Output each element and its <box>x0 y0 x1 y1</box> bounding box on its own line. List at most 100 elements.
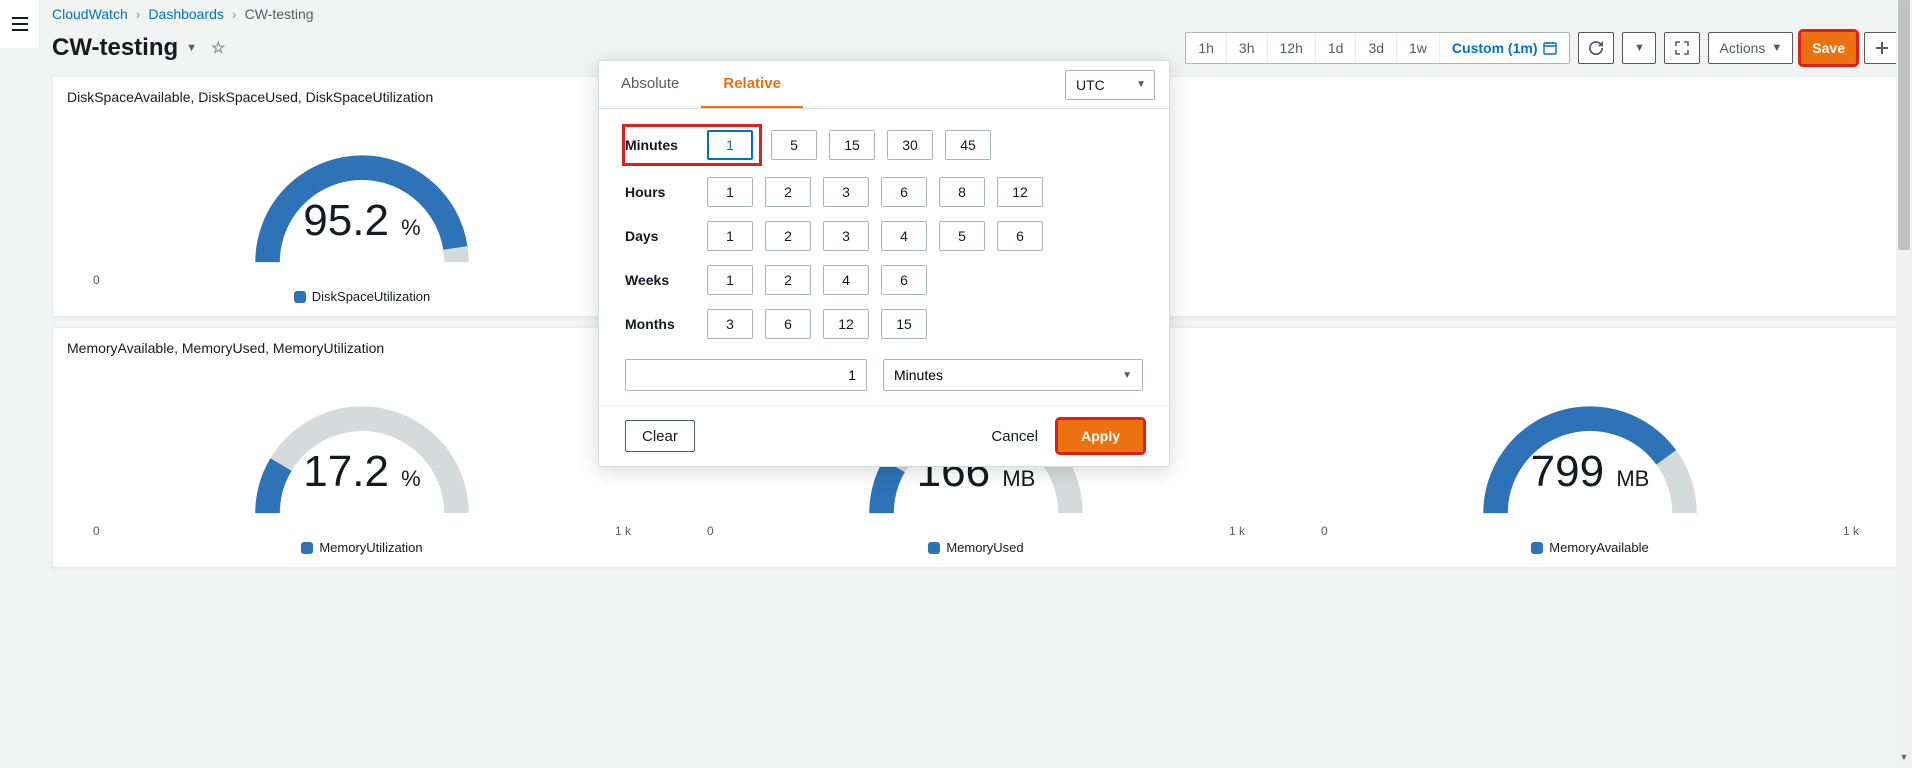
toolbar: 1h3h12h1d3d1wCustom (1m) ▼ Actions ▼ Sav… <box>1185 32 1900 64</box>
preset-hours-8[interactable]: 8 <box>939 177 985 207</box>
time-custom-button[interactable]: Custom (1m) <box>1440 33 1570 63</box>
time-row-days: Days 123456 <box>625 221 1143 251</box>
popup-body: Minutes15153045Hours1236812Days123456Wee… <box>599 109 1169 405</box>
time-row-minutes: Minutes 15 15 30 45 <box>625 127 1143 163</box>
refresh-options-button[interactable]: ▼ <box>1622 32 1656 64</box>
clear-button[interactable]: Clear <box>625 420 695 452</box>
row-label: Months <box>625 316 695 332</box>
gauge-value: 95.2 % <box>67 196 657 246</box>
dashboard-title-text: CW-testing <box>52 34 178 62</box>
time-range-popup: Absolute Relative UTC ▼ Minutes15153045H… <box>598 60 1170 467</box>
gauge-max: 1 k <box>1843 524 1859 538</box>
plus-icon <box>1875 41 1889 55</box>
dashboard-title: CW-testing ▼ ☆ <box>52 34 225 62</box>
time-preset-12h[interactable]: 12h <box>1268 33 1316 63</box>
gauge-legend: MemoryUsed <box>928 540 1023 555</box>
refresh-icon <box>1589 41 1603 55</box>
menu-toggle[interactable] <box>0 0 40 48</box>
actions-button[interactable]: Actions ▼ <box>1708 32 1793 64</box>
preset-minutes-5[interactable]: 5 <box>771 130 817 160</box>
gauge-legend: MemoryAvailable <box>1531 540 1648 555</box>
gauge-value: 799 MB <box>1295 447 1885 497</box>
time-row-months: Months 36 12 15 <box>625 309 1143 339</box>
scrollbar[interactable]: ▲ ▼ <box>1896 0 1912 768</box>
time-preset-3d[interactable]: 3d <box>1356 33 1397 63</box>
gauge: 17.2 %01 kMemoryUtilization <box>67 362 657 555</box>
row-label: Weeks <box>625 272 695 288</box>
save-button[interactable]: Save <box>1801 32 1856 64</box>
gauge-min: 0 <box>93 273 100 287</box>
preset-days-4[interactable]: 4 <box>881 221 927 251</box>
preset-days-2[interactable]: 2 <box>765 221 811 251</box>
preset-weeks-4[interactable]: 4 <box>823 265 869 295</box>
actions-label: Actions <box>1719 40 1765 56</box>
preset-hours-2[interactable]: 2 <box>765 177 811 207</box>
refresh-button[interactable] <box>1578 32 1614 64</box>
apply-button[interactable]: Apply <box>1058 420 1143 452</box>
highlight-minutes-1: Minutes 1 <box>625 127 759 163</box>
unit-select[interactable]: Minutes ▼ <box>883 359 1143 391</box>
chevron-right-icon: › <box>136 6 141 22</box>
row-label: Hours <box>625 184 695 200</box>
popup-tabs: Absolute Relative UTC ▼ <box>599 61 1169 109</box>
preset-days-3[interactable]: 3 <box>823 221 869 251</box>
tab-relative[interactable]: Relative <box>701 61 803 108</box>
gauge-legend: DiskSpaceUtilization <box>294 289 431 304</box>
tab-absolute[interactable]: Absolute <box>599 61 701 108</box>
row-label: Minutes <box>625 137 695 153</box>
preset-minutes-1[interactable]: 1 <box>707 130 753 160</box>
expand-icon <box>1675 41 1689 55</box>
breadcrumb: CloudWatch › Dashboards › CW-testing <box>40 0 1912 32</box>
preset-months-3[interactable]: 3 <box>707 309 753 339</box>
breadcrumb-current: CW-testing <box>245 6 314 22</box>
add-widget-button[interactable] <box>1864 32 1900 64</box>
time-range-group: 1h3h12h1d3d1wCustom (1m) <box>1185 32 1570 64</box>
caret-down-icon: ▼ <box>1634 42 1645 54</box>
star-icon[interactable]: ☆ <box>211 38 225 58</box>
preset-hours-6[interactable]: 6 <box>881 177 927 207</box>
time-preset-1w[interactable]: 1w <box>1397 33 1440 63</box>
preset-days-5[interactable]: 5 <box>939 221 985 251</box>
gauge-max: 1 k <box>615 524 631 538</box>
time-preset-3h[interactable]: 3h <box>1227 33 1268 63</box>
time-row-hours: Hours1236812 <box>625 177 1143 207</box>
caret-down-icon: ▼ <box>1136 79 1146 90</box>
custom-input-row: Minutes ▼ <box>625 353 1143 391</box>
gauge-max: 1 k <box>1229 524 1245 538</box>
preset-months-12[interactable]: 12 <box>823 309 869 339</box>
time-preset-1h[interactable]: 1h <box>1186 33 1227 63</box>
preset-months-6[interactable]: 6 <box>765 309 811 339</box>
preset-hours-1[interactable]: 1 <box>707 177 753 207</box>
preset-months-15[interactable]: 15 <box>881 309 927 339</box>
gauge-legend: MemoryUtilization <box>301 540 422 555</box>
preset-weeks-1[interactable]: 1 <box>707 265 753 295</box>
preset-weeks-2[interactable]: 2 <box>765 265 811 295</box>
preset-minutes-45[interactable]: 45 <box>945 130 991 160</box>
preset-weeks-6[interactable]: 6 <box>881 265 927 295</box>
preset-days-1[interactable]: 1 <box>707 221 753 251</box>
unit-value: Minutes <box>894 367 943 383</box>
breadcrumb-dashboards[interactable]: Dashboards <box>148 6 224 22</box>
preset-minutes-30[interactable]: 30 <box>887 130 933 160</box>
gauge-min: 0 <box>93 524 100 538</box>
amount-input[interactable] <box>625 359 867 391</box>
timezone-value: UTC <box>1076 77 1105 93</box>
fullscreen-button[interactable] <box>1664 32 1700 64</box>
row-label: Days <box>625 228 695 244</box>
chevron-right-icon: › <box>232 6 237 22</box>
caret-down-icon: ▼ <box>1122 370 1132 381</box>
gauge: 799 MB 0 1 k MemoryAvailable <box>1295 362 1885 555</box>
preset-hours-3[interactable]: 3 <box>823 177 869 207</box>
breadcrumb-cloudwatch[interactable]: CloudWatch <box>52 6 128 22</box>
popup-footer: Clear Cancel Apply <box>599 405 1169 466</box>
caret-down-icon[interactable]: ▼ <box>186 42 197 54</box>
timezone-select[interactable]: UTC ▼ <box>1065 70 1155 100</box>
preset-hours-12[interactable]: 12 <box>997 177 1043 207</box>
cancel-button[interactable]: Cancel <box>991 428 1038 445</box>
gauge-min: 0 <box>1321 524 1328 538</box>
scrollbar-thumb[interactable] <box>1898 0 1910 250</box>
preset-minutes-15[interactable]: 15 <box>829 130 875 160</box>
time-preset-1d[interactable]: 1d <box>1316 33 1357 63</box>
scroll-down-icon[interactable]: ▼ <box>1896 752 1912 768</box>
preset-days-6[interactable]: 6 <box>997 221 1043 251</box>
